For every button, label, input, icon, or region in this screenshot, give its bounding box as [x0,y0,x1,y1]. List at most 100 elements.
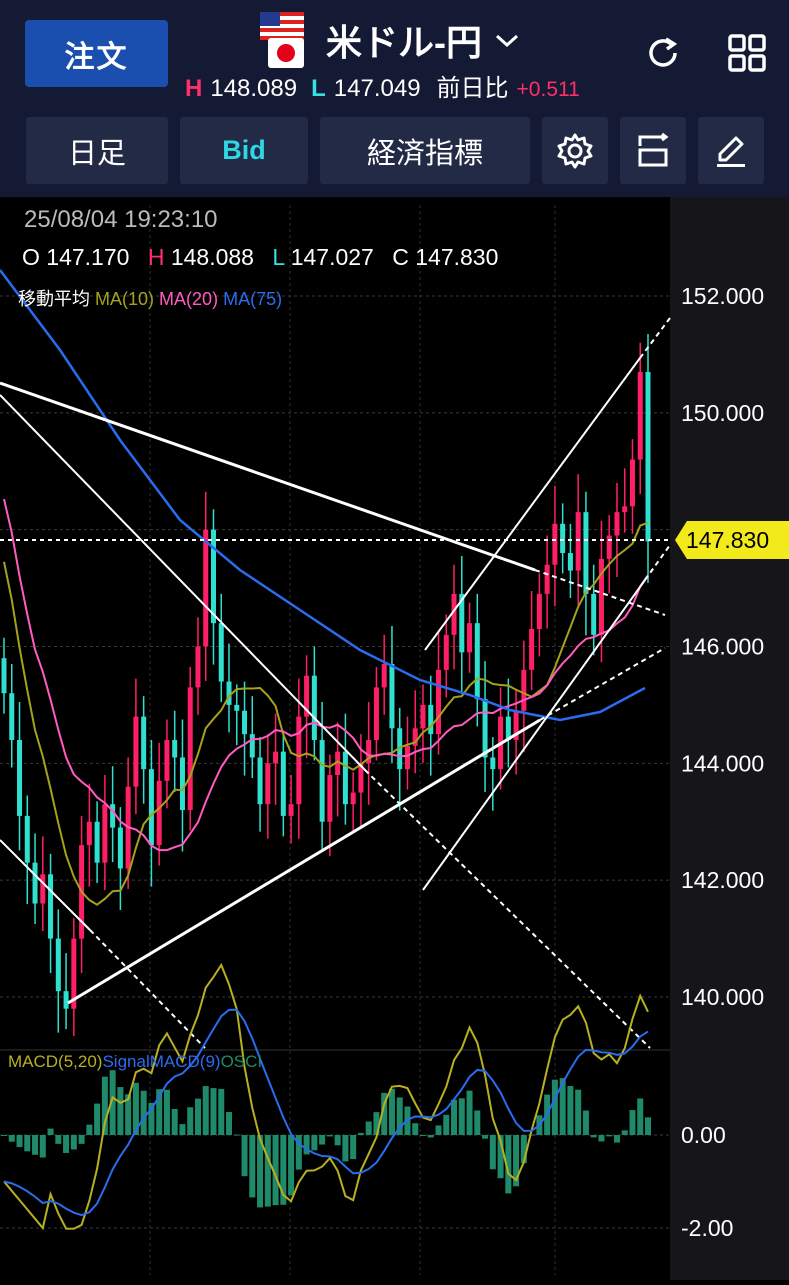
candle-body [148,769,154,846]
candle-body [443,634,449,670]
osci-bar [427,1135,434,1138]
osci-bar [264,1135,271,1207]
screen-rotate-icon[interactable] [620,117,686,184]
macd-label: MACD(5,20) [8,1052,103,1071]
period-button[interactable]: 日足 [26,117,168,184]
candle-body [71,938,77,1009]
osci-bar [582,1110,589,1135]
osci-bar [163,1089,170,1135]
osci-bar [319,1135,326,1145]
ma-title: 移動平均 [18,289,90,309]
osci-bar [590,1135,597,1138]
candle-body [335,751,341,776]
candle-body [265,763,271,805]
osci-bar [132,1082,139,1135]
candle-body [350,792,356,805]
osci-bar [179,1124,186,1135]
candle-body [234,704,240,711]
osci-bar [435,1125,442,1135]
price-axis-bg [670,197,789,1280]
osci-bar [257,1135,264,1208]
candle-body [226,681,232,705]
change-label: 前日比 [436,75,509,102]
draw-pencil-icon[interactable] [698,117,764,184]
change-value: +0.511 [516,78,580,101]
order-button[interactable]: 注文 [25,20,168,87]
candle-body [242,710,248,735]
candle-body [366,739,372,764]
candle-body [288,804,294,816]
candle-body [629,459,635,507]
candle-body [187,687,193,811]
osci-bar [78,1135,85,1144]
currency-pair-selector[interactable]: 米ドル-円 [260,12,520,68]
candle-body [467,623,473,653]
candle-body [63,991,69,1009]
candle-body [637,371,643,460]
candle-body [164,739,170,781]
osci-bar [381,1092,388,1135]
osci-bar [288,1135,295,1196]
high-label: H [147,244,165,270]
candle-body [48,874,54,939]
osci-bar [226,1112,233,1135]
candle-body [591,593,597,635]
ohlc-readout: O 147.170 H 148.088 L 147.027 C 147.830 [22,244,498,271]
candle-body [436,669,442,735]
header-bar: 注文 米ドル-円 H 148.089 L 147.049 前日比 +0.511 [0,0,789,104]
low-label: L [311,75,326,102]
candle-body [536,593,542,629]
chevron-down-icon [494,32,520,55]
osci-bar [24,1135,31,1152]
refresh-icon[interactable] [640,30,686,76]
low-label: L [272,244,285,270]
candle-body [327,775,333,822]
osci-bar [466,1090,473,1135]
osci-bar [272,1135,279,1206]
candlestick-chart-svg[interactable]: 152.000 150.000 146.000 144.000 142.000 140.0… [0,197,789,1280]
ma20-label: MA(20) [159,289,219,309]
price-tick-label: 146.000 [681,634,764,660]
candle-body [257,757,263,805]
candle-body [575,512,581,571]
ma-legend[interactable]: 移動平均 MA(10) MA(20) MA(75) [18,285,282,311]
close-label: C [392,244,409,270]
osci-bar [218,1088,225,1135]
low-value: 147.027 [290,244,374,270]
candle-body [420,704,426,729]
osci-bar [458,1098,465,1135]
osci-bar [451,1099,458,1135]
osci-bar [210,1088,217,1135]
candle-body [373,687,379,740]
candle-body [358,763,364,793]
chart-toolbar: 日足 Bid 経済指標 [0,104,789,197]
osci-bar [1,1135,7,1136]
osci-bar [32,1135,39,1155]
osci-bar [474,1110,481,1135]
osci-bar [613,1135,620,1143]
candle-body [598,558,604,635]
osci-bar [187,1107,194,1135]
candle-body [521,669,527,711]
ma75-label: MA(75) [223,289,283,309]
ma20-line [3,498,649,852]
osci-bar [63,1135,70,1153]
osci-bar [629,1110,636,1135]
economic-indicators-button[interactable]: 経済指標 [320,117,530,184]
trendlines [0,317,671,1049]
candle-body [24,815,30,863]
macd-legend[interactable]: MACD(5,20)SignalMACD(9)OSCI [8,1052,262,1072]
price-chart[interactable]: 152.000 150.000 146.000 144.000 142.000 140.0… [0,197,789,1280]
candle-body [645,371,651,542]
bid-ask-toggle[interactable]: Bid [180,117,308,184]
osci-bar [101,1076,108,1135]
grid-menu-icon[interactable] [724,30,770,76]
candle-body [482,699,488,758]
osci-bar [645,1117,651,1135]
candle-body [505,716,511,740]
settings-gear-icon[interactable] [542,117,608,184]
candle-body [459,593,465,653]
osci-bar [171,1109,178,1135]
high-value: 148.089 [210,75,298,102]
signal-line [3,1008,649,1217]
